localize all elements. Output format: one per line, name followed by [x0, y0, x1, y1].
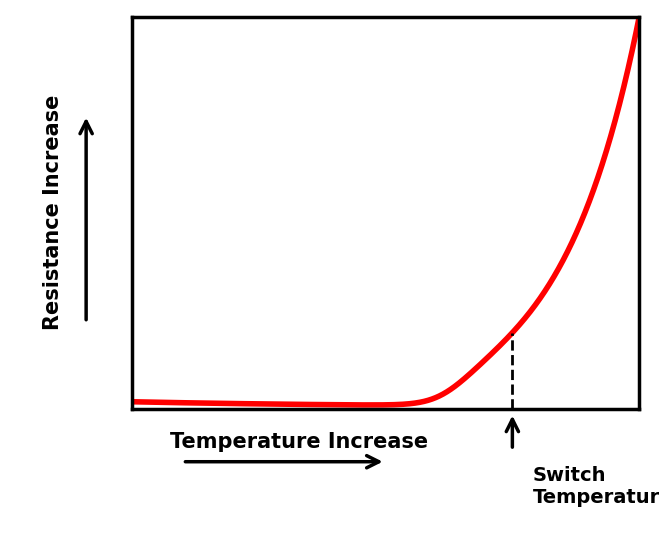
Text: Resistance Increase: Resistance Increase — [43, 95, 63, 330]
Text: Switch
Temperature: Switch Temperature — [532, 465, 659, 507]
Text: Temperature Increase: Temperature Increase — [170, 432, 428, 452]
